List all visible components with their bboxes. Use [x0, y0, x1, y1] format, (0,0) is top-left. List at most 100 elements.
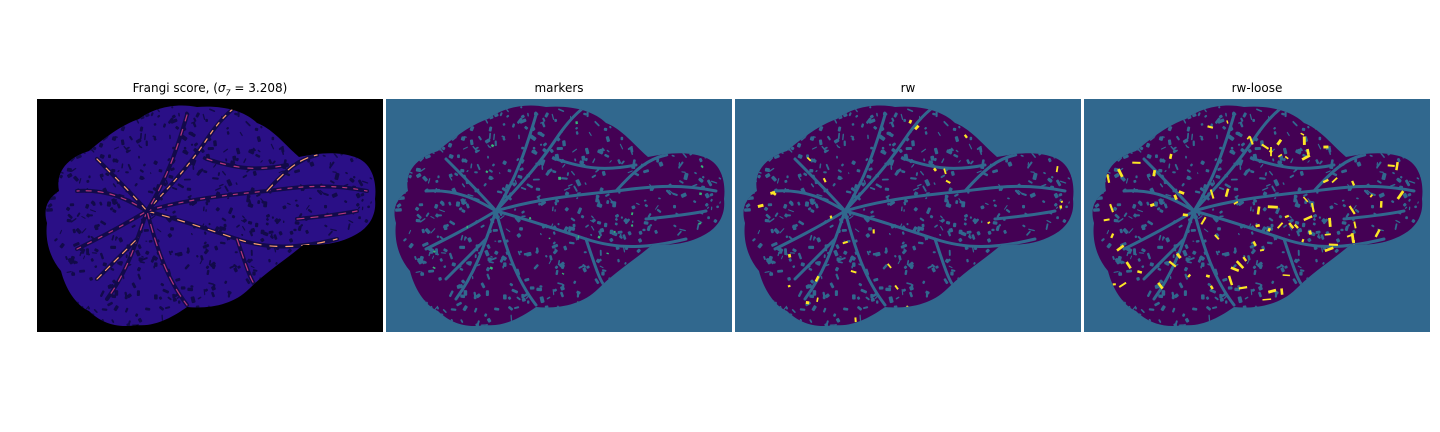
- texture-cell: [718, 177, 722, 180]
- texture-cell: [488, 260, 494, 264]
- texture-cell: [591, 218, 596, 223]
- texture-cell: [842, 133, 845, 141]
- texture-cell: [836, 155, 838, 159]
- segment-mark: [1346, 233, 1354, 238]
- texture-cell: [783, 305, 788, 311]
- texture-cell: [881, 146, 885, 150]
- segment-mark: [1233, 201, 1239, 205]
- texture-cell: [170, 167, 175, 172]
- texture-cell: [282, 205, 287, 210]
- texture-cell: [460, 319, 464, 323]
- texture-cell: [837, 169, 842, 173]
- texture-cell: [358, 179, 364, 187]
- texture-cell: [789, 252, 796, 254]
- texture-cell: [333, 152, 338, 158]
- texture-cell: [944, 195, 948, 203]
- texture-cell: [73, 175, 79, 182]
- texture-cell: [203, 170, 208, 174]
- texture-cell: [1264, 172, 1268, 176]
- texture-cell: [505, 228, 511, 233]
- segment-mark: [829, 215, 833, 219]
- texture-cell: [898, 255, 902, 261]
- texture-cell: [529, 134, 537, 141]
- segment-mark: [854, 317, 857, 323]
- texture-cell: [89, 277, 93, 281]
- texture-cell: [70, 218, 77, 223]
- texture-cell: [636, 248, 641, 253]
- texture-cell: [968, 143, 973, 150]
- texture-cell: [223, 148, 229, 153]
- texture-cell: [102, 136, 107, 141]
- texture-cell: [809, 234, 813, 241]
- texture-cell: [900, 243, 908, 249]
- texture-cell: [193, 117, 197, 122]
- texture-cell: [926, 207, 931, 215]
- texture-cell: [586, 265, 590, 269]
- texture-cell: [1197, 258, 1202, 263]
- texture-cell: [996, 213, 1001, 218]
- texture-cell: [1340, 228, 1344, 232]
- texture-cell: [888, 285, 892, 288]
- texture-cell: [964, 218, 967, 221]
- texture-cell: [539, 121, 545, 124]
- texture-cell: [213, 163, 217, 168]
- texture-cell: [288, 238, 294, 243]
- segment-mark: [558, 176, 562, 180]
- segment-mark: [490, 143, 495, 148]
- texture-cell: [911, 140, 915, 147]
- texture-cell: [1319, 160, 1323, 165]
- texture-cell: [1203, 228, 1209, 233]
- vessel: [1142, 237, 1186, 281]
- texture-cell: [499, 215, 505, 220]
- texture-cell: [1274, 192, 1279, 194]
- texture-cell: [1113, 271, 1119, 273]
- texture-cell: [1416, 177, 1420, 180]
- texture-cell: [966, 258, 969, 263]
- texture-cell: [922, 185, 927, 192]
- texture-cell: [627, 170, 633, 174]
- texture-cell: [99, 154, 105, 159]
- texture-cell: [617, 258, 620, 263]
- segment-mark: [1302, 196, 1309, 203]
- texture-cell: [1183, 267, 1188, 272]
- texture-cell: [541, 165, 544, 170]
- texture-cell: [577, 207, 582, 215]
- texture-cell: [470, 163, 473, 169]
- texture-cell: [812, 290, 817, 296]
- texture-cell: [287, 248, 292, 253]
- segment-mark: [1149, 202, 1155, 208]
- vessel-highlight: [146, 108, 234, 212]
- texture-cell: [591, 225, 595, 231]
- sigma-symbol: σ: [217, 81, 226, 95]
- segment-mark: [1328, 217, 1332, 228]
- texture-cell: [72, 228, 76, 234]
- texture-cell: [867, 134, 869, 140]
- texture-cell: [1269, 170, 1273, 176]
- segment-mark: [1395, 161, 1399, 171]
- texture-cell: [235, 182, 238, 185]
- texture-cell: [937, 131, 941, 137]
- segment-mark: [1268, 149, 1273, 154]
- texture-cell: [330, 228, 337, 232]
- texture-cell: [131, 224, 136, 228]
- texture-cell: [463, 290, 468, 296]
- texture-cell: [499, 258, 504, 263]
- texture-cell: [904, 199, 909, 203]
- texture-cell: [496, 190, 503, 194]
- texture-cell: [178, 112, 180, 117]
- texture-cell: [429, 251, 434, 254]
- texture-cell: [910, 283, 914, 288]
- segment-mark: [805, 301, 810, 305]
- texture-cell: [912, 245, 917, 251]
- texture-cell: [779, 228, 785, 234]
- texture-cell: [150, 172, 152, 175]
- texture-cell: [933, 182, 936, 185]
- texture-cell: [1022, 204, 1026, 209]
- texture-cell: [555, 269, 559, 276]
- texture-cell: [575, 131, 579, 135]
- texture-cell: [635, 202, 640, 205]
- texture-cell: [564, 191, 570, 196]
- texture-cell: [416, 258, 422, 265]
- texture-cell: [175, 125, 180, 130]
- texture-cell: [211, 264, 216, 270]
